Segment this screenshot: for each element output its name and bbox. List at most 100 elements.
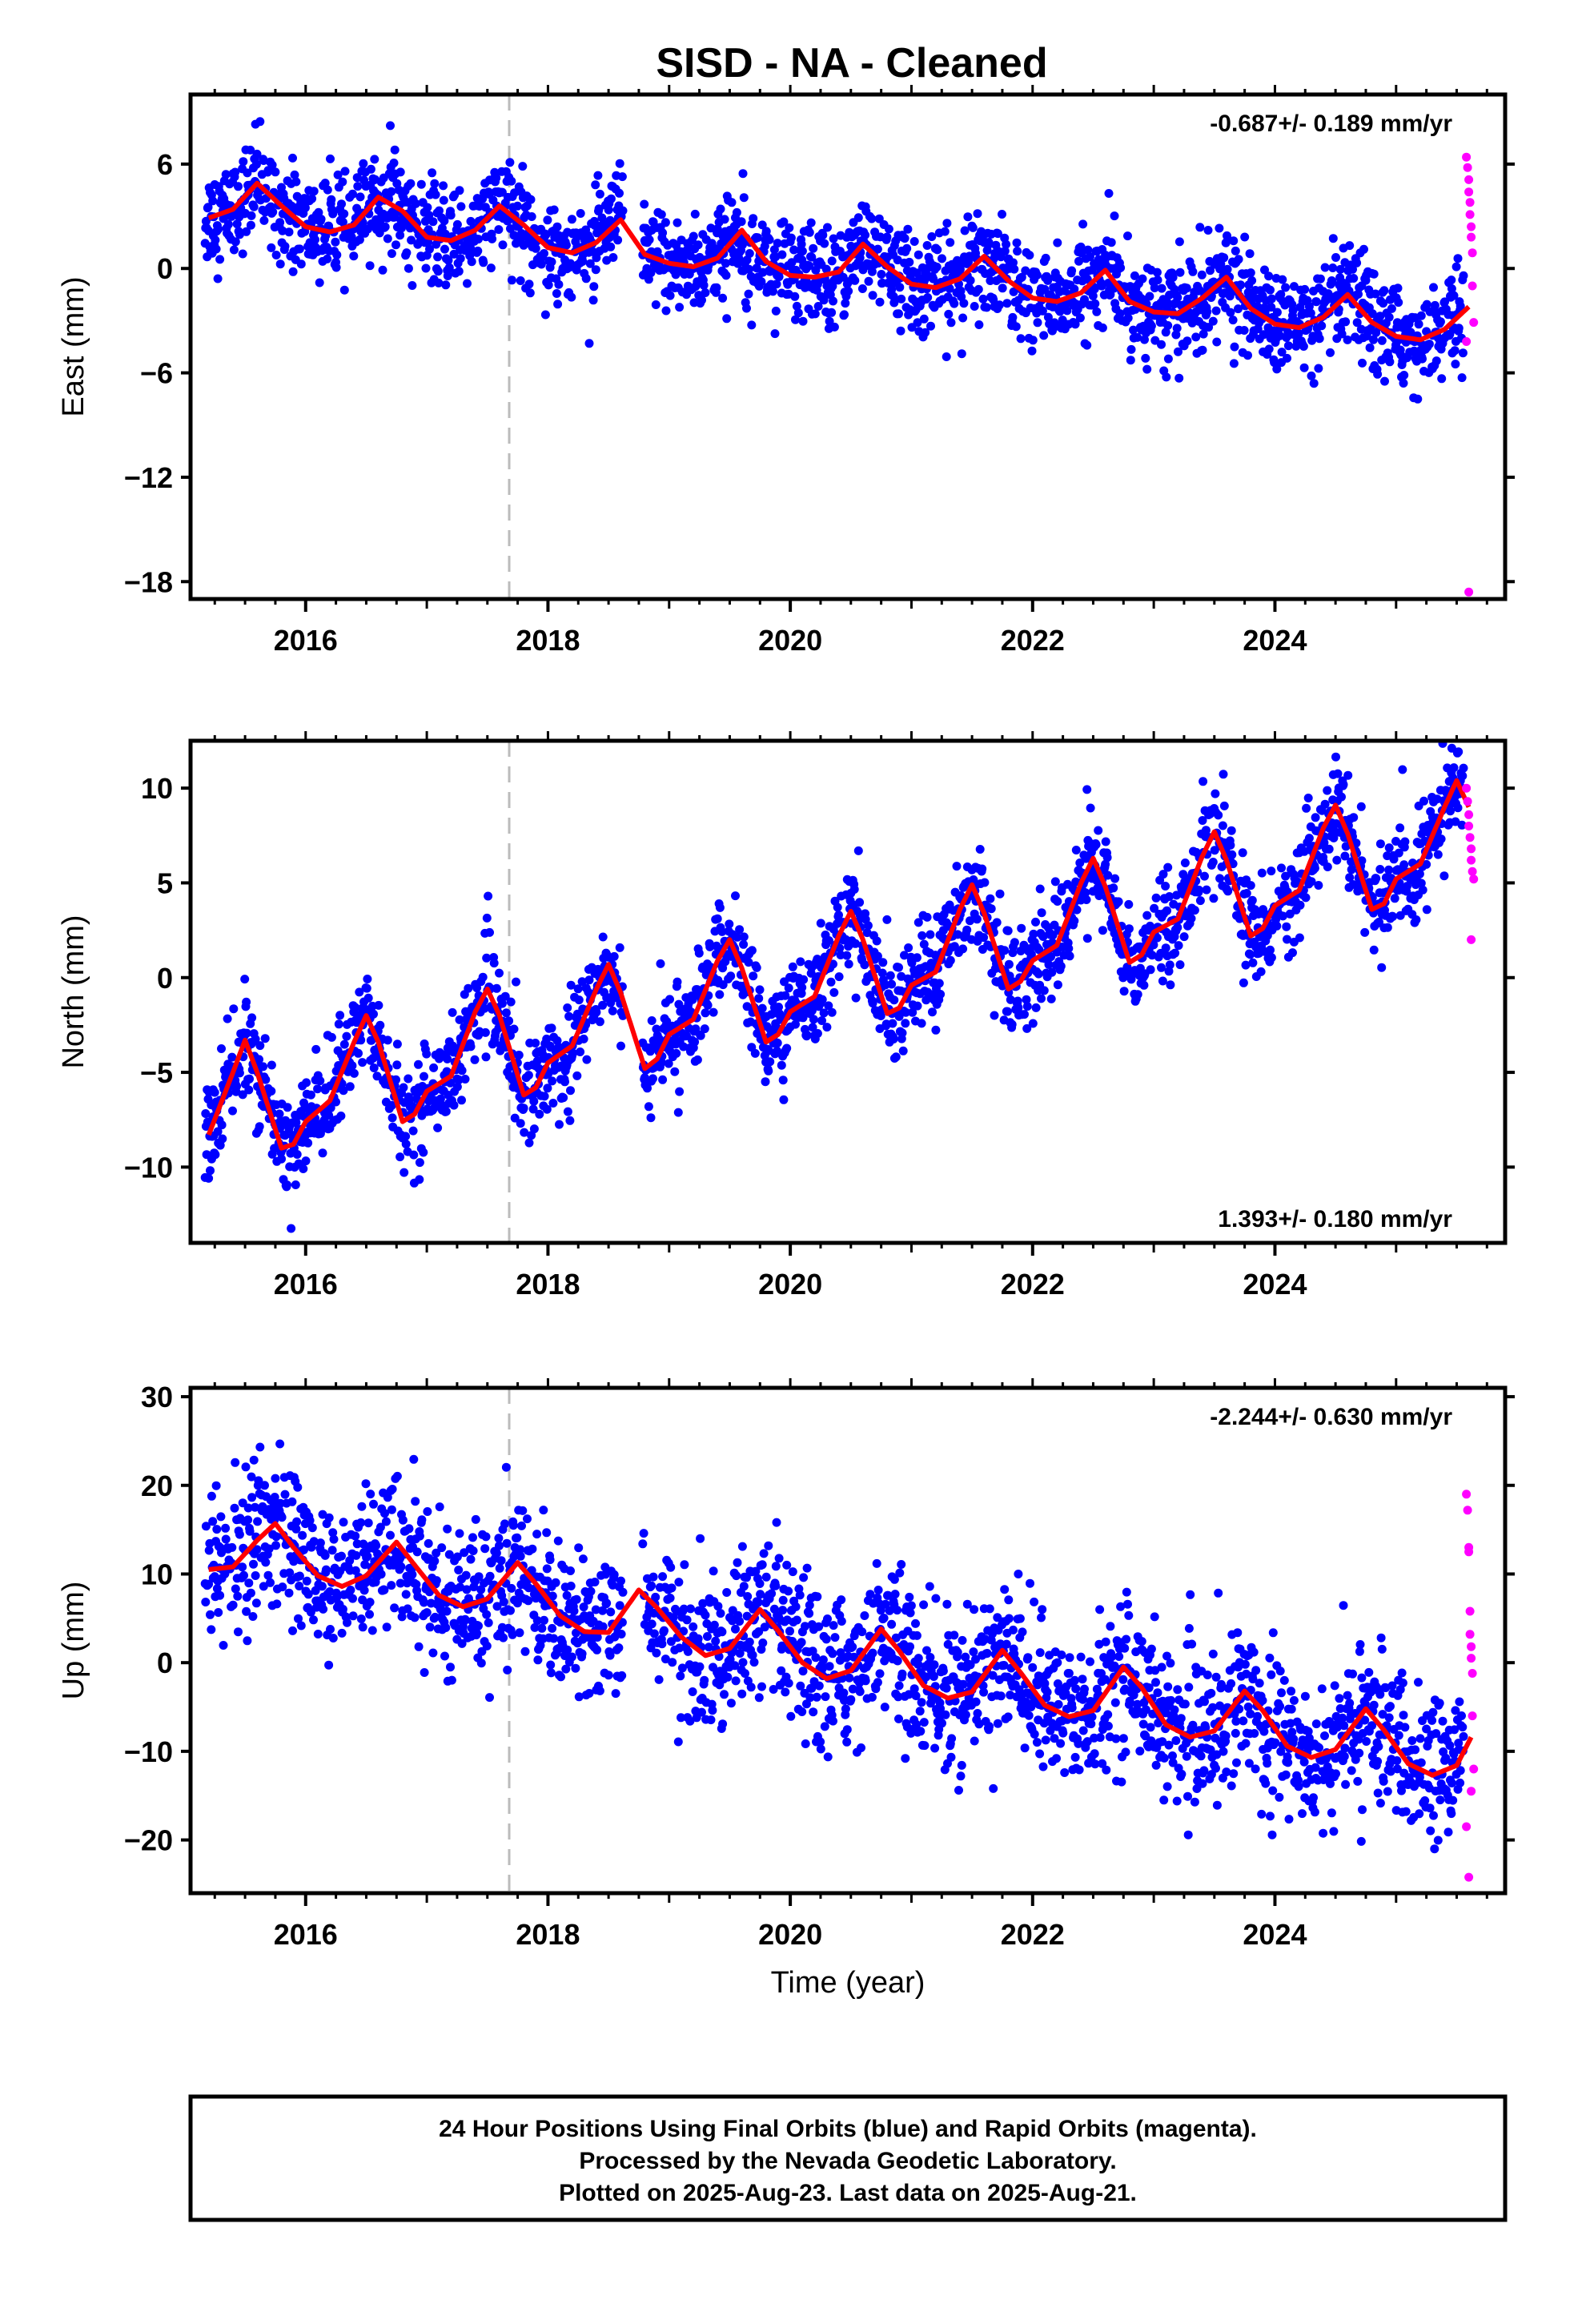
- final-orbit-point: [356, 1518, 366, 1527]
- final-orbit-point: [351, 1550, 361, 1560]
- final-orbit-point: [689, 992, 698, 1002]
- final-orbit-point: [301, 1156, 311, 1166]
- final-orbit-point: [1352, 258, 1362, 267]
- final-orbit-point: [840, 310, 849, 320]
- final-orbit-point: [1182, 283, 1191, 293]
- final-orbit-point: [1245, 249, 1255, 259]
- final-orbit-point: [1197, 270, 1207, 279]
- final-orbit-point: [752, 263, 761, 273]
- final-orbit-point: [1429, 283, 1438, 292]
- final-orbit-point: [889, 292, 898, 301]
- final-orbit-point: [745, 264, 754, 274]
- final-orbit-point: [1200, 871, 1209, 881]
- final-orbit-point: [419, 1148, 428, 1157]
- final-orbit-point: [1171, 330, 1181, 340]
- final-orbit-point: [528, 1104, 538, 1114]
- final-orbit-point: [434, 278, 444, 287]
- final-orbit-point: [378, 265, 387, 275]
- final-orbit-point: [339, 209, 349, 219]
- final-orbit-point: [640, 199, 649, 209]
- final-orbit-point: [443, 1054, 452, 1063]
- final-orbit-point: [233, 1591, 243, 1601]
- final-orbit-point: [1082, 895, 1091, 904]
- final-orbit-point: [1140, 335, 1149, 344]
- final-orbit-point: [700, 1024, 709, 1034]
- rapid-orbit-point: [1468, 866, 1477, 876]
- final-orbit-point: [1153, 275, 1162, 285]
- final-orbit-point: [995, 889, 1005, 899]
- final-orbit-point: [302, 1576, 311, 1586]
- final-orbit-point: [673, 218, 682, 227]
- final-orbit-point: [1044, 960, 1054, 969]
- final-orbit-point: [229, 245, 239, 255]
- final-orbit-point: [673, 1108, 683, 1117]
- final-orbit-point: [897, 1028, 907, 1038]
- final-orbit-point: [217, 1120, 227, 1130]
- final-orbit-point: [1283, 341, 1293, 351]
- final-orbit-point: [386, 1530, 395, 1540]
- final-orbit-point: [332, 250, 342, 259]
- final-orbit-point: [238, 1562, 247, 1572]
- final-orbit-point: [862, 928, 872, 938]
- final-orbit-point: [531, 243, 540, 253]
- final-orbit-point: [1247, 275, 1257, 285]
- final-orbit-point: [1191, 332, 1201, 342]
- final-orbit-point: [1384, 865, 1394, 875]
- final-orbit-point: [390, 145, 400, 155]
- final-orbit-point: [929, 274, 938, 283]
- final-orbit-point: [932, 262, 942, 271]
- final-orbit-point: [261, 1075, 271, 1084]
- final-orbit-point: [371, 1541, 381, 1550]
- y-axis-label: North (mm): [57, 915, 90, 1068]
- final-orbit-point: [1116, 263, 1126, 272]
- final-orbit-point: [1174, 347, 1182, 356]
- final-orbit-point: [318, 1148, 327, 1158]
- final-orbit-point: [955, 264, 965, 274]
- final-orbit-point: [365, 261, 375, 271]
- final-orbit-point: [946, 238, 955, 247]
- final-orbit-point: [221, 1534, 231, 1544]
- final-orbit-point: [868, 291, 877, 300]
- final-orbit-point: [1242, 889, 1251, 898]
- final-orbit-point: [1145, 292, 1154, 301]
- final-orbit-point: [267, 243, 276, 252]
- final-orbit-point: [1158, 976, 1167, 986]
- final-orbit-point: [275, 218, 285, 227]
- final-orbit-point: [1266, 285, 1275, 295]
- final-orbit-point: [867, 267, 877, 276]
- final-orbit-point: [363, 975, 372, 983]
- final-orbit-point: [441, 1623, 451, 1632]
- final-orbit-point: [432, 1576, 441, 1586]
- final-orbit-point: [1424, 340, 1434, 349]
- final-orbit-point: [913, 918, 923, 927]
- final-orbit-point: [1075, 858, 1085, 867]
- final-orbit-point: [1219, 801, 1229, 810]
- final-orbit-point: [339, 1086, 348, 1096]
- final-orbit-point: [1173, 923, 1182, 932]
- final-orbit-point: [420, 1668, 429, 1677]
- final-orbit-point: [1414, 320, 1423, 329]
- final-orbit-point: [363, 1551, 372, 1561]
- final-orbit-point: [1377, 336, 1387, 345]
- final-orbit-point: [269, 1499, 279, 1509]
- final-orbit-point: [739, 932, 749, 942]
- final-orbit-point: [1133, 332, 1142, 342]
- final-orbit-point: [251, 1035, 260, 1043]
- final-orbit-point: [303, 1590, 313, 1599]
- final-orbit-point: [348, 189, 357, 199]
- final-orbit-point: [1256, 967, 1266, 976]
- final-orbit-point: [757, 277, 766, 287]
- final-orbit-point: [785, 223, 794, 232]
- final-orbit-point: [290, 170, 299, 179]
- final-orbit-point: [1431, 356, 1441, 366]
- final-orbit-point: [966, 275, 975, 285]
- x-tick-label: 2016: [274, 1268, 338, 1301]
- final-orbit-point: [726, 971, 736, 981]
- final-orbit-point: [909, 237, 919, 246]
- final-orbit-point: [549, 205, 559, 215]
- final-orbit-point: [648, 1074, 657, 1084]
- final-orbit-points: [200, 741, 1468, 1233]
- final-orbit-point: [1453, 254, 1463, 263]
- final-orbit-point: [1101, 837, 1110, 846]
